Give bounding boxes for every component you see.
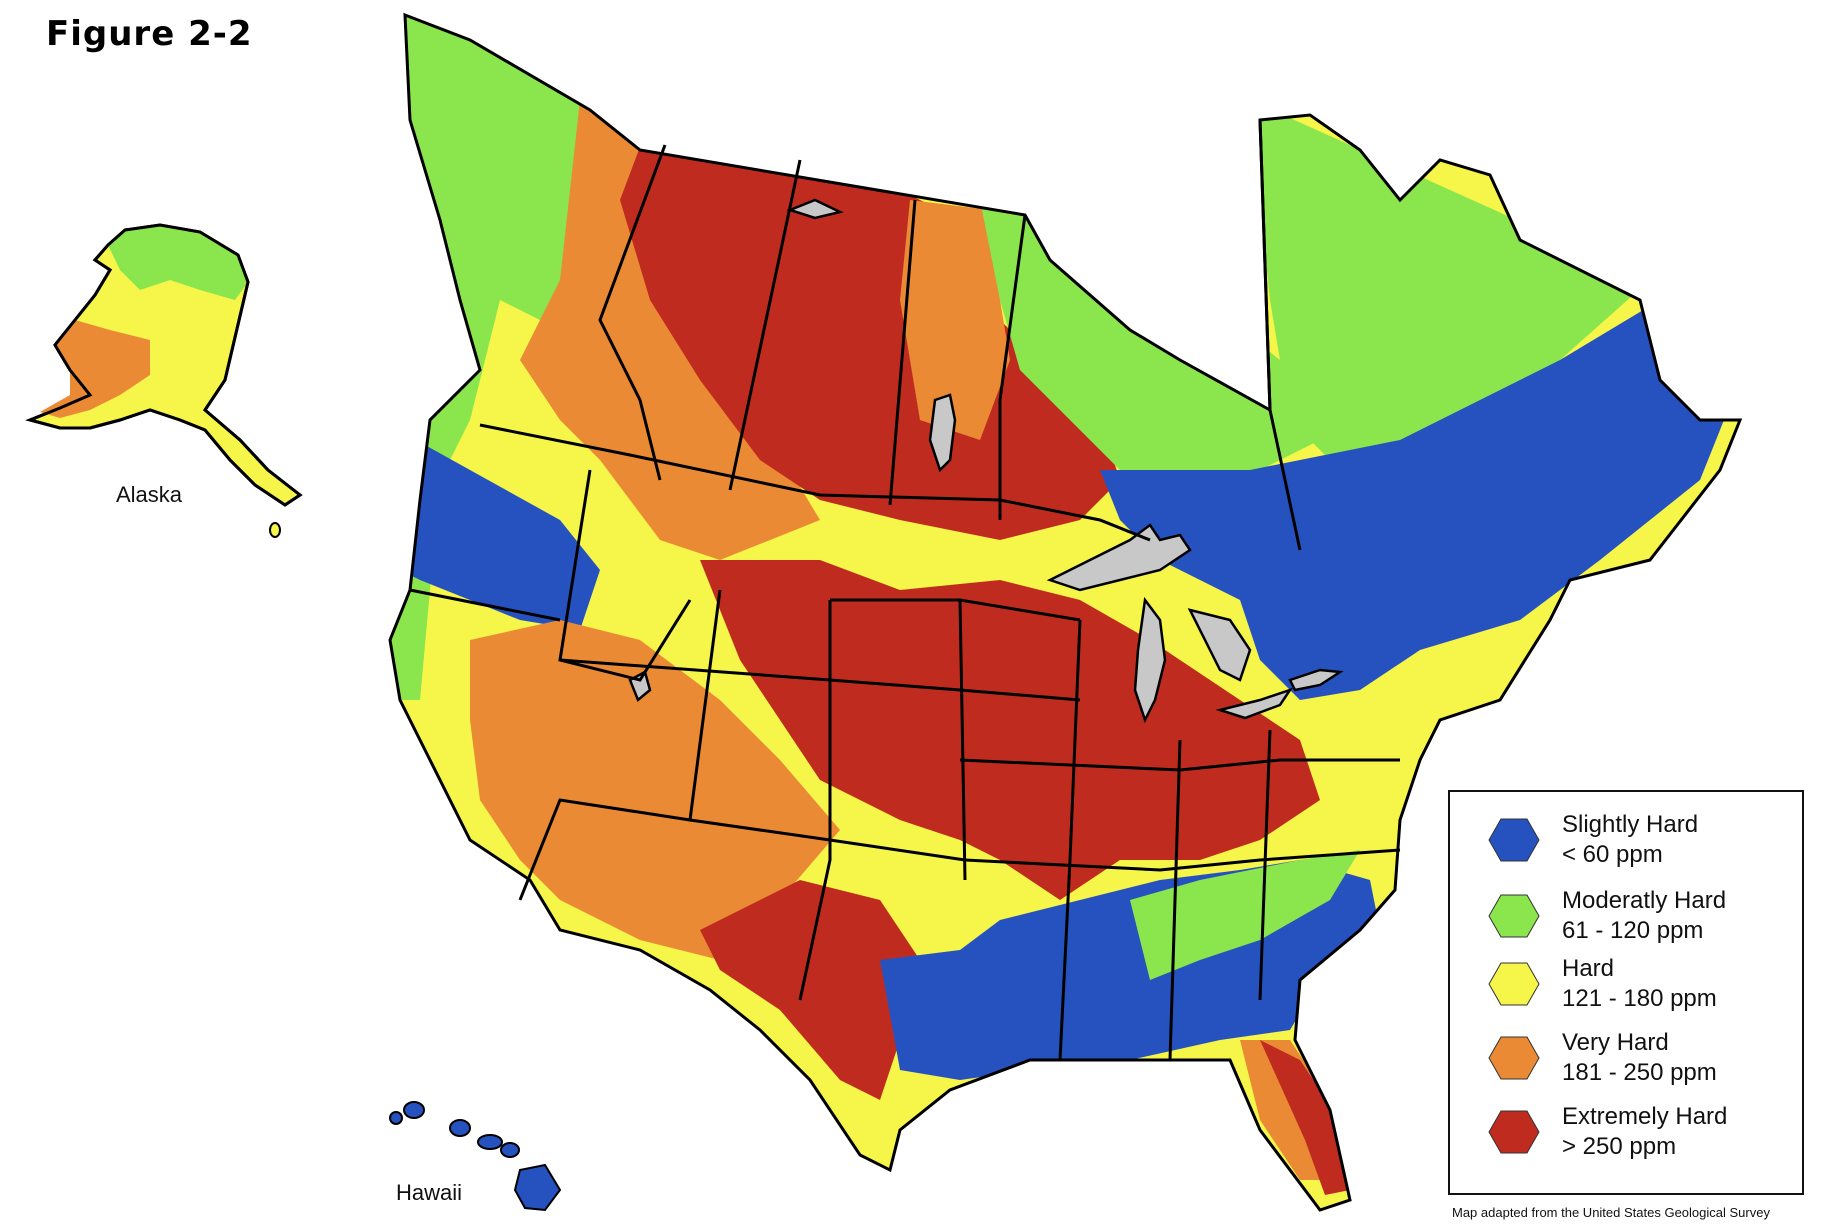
hexagon-icon [1488, 894, 1540, 938]
zone-extreme-florida [1260, 1040, 1350, 1195]
legend-range: 61 - 120 ppm [1562, 917, 1704, 944]
zone-extreme-prairies [620, 120, 1120, 540]
hawaii-label: Hawaii [396, 1180, 463, 1205]
figure-title: Figure 2-2 [46, 14, 253, 54]
alaska-region [25, 223, 303, 538]
legend-name: Hard [1562, 955, 1615, 982]
legend: Slightly Hard < 60 ppm Moderatly Hard 61 -… [1448, 790, 1804, 1195]
hexagon-icon [1488, 962, 1540, 1006]
legend-name: Very Hard [1562, 1029, 1669, 1056]
hexagon-icon [1488, 1110, 1540, 1154]
boundaries [388, 12, 1743, 1212]
zone-extreme-plains [700, 560, 1320, 900]
hawaii-region [389, 1101, 562, 1212]
legend-item-extremely-hard: Extremely Hard > 250 ppm [1488, 1102, 1727, 1162]
zone-veryhard-greatbasin [470, 620, 840, 960]
hexagon-icon [1488, 818, 1540, 862]
zone-moderate-quebec [1250, 100, 1650, 460]
legend-range: 181 - 250 ppm [1562, 1059, 1717, 1086]
legend-range: < 60 ppm [1562, 841, 1663, 868]
great-slave-lake [786, 198, 844, 220]
alaska-label: Alaska [116, 482, 183, 507]
hexagon-icon [1488, 1036, 1540, 1080]
legend-item-moderately-hard: Moderatly Hard 61 - 120 ppm [1488, 886, 1726, 946]
legend-name: Slightly Hard [1562, 811, 1699, 838]
lake-winnipeg [928, 393, 957, 473]
zone-moderate-southeast [1130, 850, 1360, 980]
lake-erie [1215, 687, 1294, 720]
zone-veryhard-manitoba [900, 200, 1010, 440]
alaska-island [269, 522, 281, 538]
zone-slight-northeast [1100, 300, 1740, 700]
hawaii-big-island [513, 1163, 562, 1212]
zone-extreme-texas [700, 880, 920, 1100]
legend-name: Extremely Hard [1562, 1103, 1728, 1130]
alaska-orange [40, 320, 150, 418]
lake-michigan [1133, 596, 1167, 724]
legend-item-very-hard: Very Hard 181 - 250 ppm [1488, 1028, 1717, 1088]
lake-ontario [1288, 668, 1344, 692]
legend-item-slightly-hard: Slightly Hard < 60 ppm [1488, 810, 1698, 870]
legend-item-hard: Hard 121 - 180 ppm [1488, 954, 1717, 1014]
great-lakes [628, 198, 1344, 724]
lake-superior [1046, 523, 1192, 592]
legend-name: Moderatly Hard [1562, 887, 1727, 914]
alaska-green [108, 225, 248, 300]
source-credit: Map adapted from the United States Geolo… [1452, 1205, 1770, 1220]
legend-range: 121 - 180 ppm [1562, 985, 1717, 1012]
legend-range: > 250 ppm [1562, 1133, 1677, 1160]
zone-slight-pnw [390, 420, 600, 630]
lake-huron [1187, 608, 1252, 682]
